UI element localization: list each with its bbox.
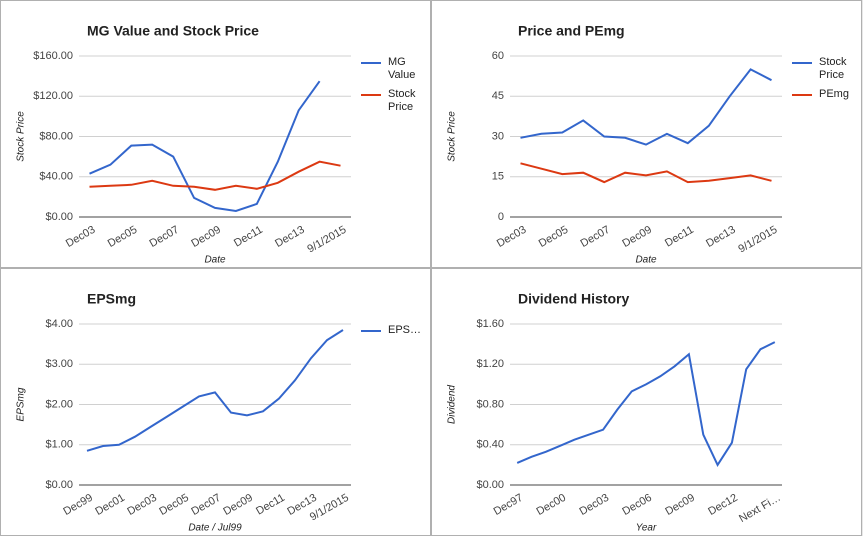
y-tick-label: $2.00	[45, 398, 73, 410]
x-tick-label: Dec03	[495, 224, 529, 250]
data-line	[89, 160, 341, 191]
x-tick-label: Dec09	[221, 492, 255, 518]
y-tick-label: 15	[492, 171, 504, 183]
x-tick-label: Dec99	[61, 492, 95, 518]
x-tick-label: Dec09	[189, 224, 223, 250]
x-tick-label: Dec06	[620, 492, 654, 518]
legend-label: Stock Price	[388, 88, 416, 113]
chart: EPSmg $0.00 $1.00 $2.00 $3.00 $4.00 Dec99Dec01…	[16, 291, 381, 534]
chart-title: MG Value and Stock Price	[87, 23, 259, 39]
x-tick-label: Dec12	[706, 492, 740, 518]
y-tick-label: $160.00	[33, 50, 73, 62]
y-axis-label: EPSmg	[16, 387, 27, 421]
legend-label: MG Value	[388, 56, 416, 81]
x-tick-label: Dec11	[254, 492, 287, 518]
x-tick-label: Dec05	[157, 492, 191, 518]
chart-panel: EPSmg $0.00 $1.00 $2.00 $3.00 $4.00 Dec99 Dec01…	[0, 268, 431, 536]
chart-panel: MG Value and Stock Price $0.00 $40.00 $80.0…	[0, 0, 431, 268]
y-tick-label: $1.60	[476, 318, 504, 330]
y-tick-label: $1.20	[476, 358, 504, 370]
x-tick-label: Dec97	[492, 492, 526, 518]
x-tick-label: Dec09	[620, 224, 654, 250]
y-tick-label: $1.00	[45, 439, 73, 451]
x-tick-label: Dec03	[64, 224, 98, 250]
x-tick-label: Dec13	[704, 224, 738, 250]
legend-label: PEmg	[819, 88, 849, 100]
chart-title: Dividend History	[518, 291, 629, 307]
y-tick-label: $80.00	[39, 130, 73, 142]
chart: Price and PEmg 0 15 30 45 60 Dec03 Dec05 Dec07 De…	[447, 23, 812, 266]
y-tick-label: $3.00	[45, 358, 73, 370]
y-tick-label: $0.40	[476, 439, 504, 451]
data-line	[516, 341, 776, 467]
y-tick-label: $0.00	[45, 479, 73, 491]
y-tick-label: $4.00	[45, 318, 73, 330]
x-tick-label: Dec13	[273, 224, 307, 250]
x-axis-label: Date	[635, 255, 657, 266]
y-tick-label: 60	[492, 50, 504, 62]
legend-label: Stock Price	[819, 56, 847, 81]
y-axis-label: Stock Price	[447, 111, 458, 162]
chart-panel: Price and PEmg 0 15 30 45 60 Dec03 Dec05 Dec07 De…	[431, 0, 862, 268]
x-tick-label: Dec01	[93, 492, 127, 518]
y-tick-label: 0	[498, 211, 504, 223]
y-tick-label: $0.00	[45, 211, 73, 223]
chart-title: EPSmg	[87, 291, 136, 307]
x-tick-label: Dec11	[663, 224, 696, 250]
x-tick-label: 9/1/2015	[736, 224, 779, 256]
data-line	[520, 68, 772, 146]
x-axis-label: Year	[636, 523, 657, 534]
x-tick-label: Dec03	[125, 492, 159, 518]
x-axis-label: Date / Jul99	[188, 523, 242, 534]
y-tick-label: $0.80	[476, 398, 504, 410]
data-line	[86, 329, 344, 452]
x-tick-label: Dec09	[663, 492, 697, 518]
x-tick-label: Dec11	[232, 224, 265, 250]
y-tick-label: 45	[492, 90, 504, 102]
x-tick-label: Dec00	[535, 492, 569, 518]
chart-title: Price and PEmg	[518, 23, 625, 39]
y-axis-label: Dividend	[447, 385, 458, 424]
x-tick-label: Dec05	[537, 224, 571, 250]
x-tick-label: Dec07	[579, 224, 613, 250]
y-tick-label: $0.00	[476, 479, 504, 491]
chart: MG Value and Stock Price $0.00 $40.00 $80.0…	[16, 23, 381, 266]
chart: Dividend History $0.00 $0.40 $0.80 $1.20 $1.6…	[447, 291, 783, 534]
x-tick-label: Dec07	[189, 492, 223, 518]
y-tick-label: 30	[492, 130, 504, 142]
chart-panel: Dividend History $0.00 $0.40 $0.80 $1.20 $1.6…	[431, 268, 862, 536]
y-tick-label: $40.00	[39, 171, 73, 183]
x-tick-label: Dec07	[148, 224, 182, 250]
y-axis-label: Stock Price	[16, 111, 27, 162]
x-tick-label: 9/1/2015	[305, 224, 348, 256]
data-line	[520, 162, 772, 184]
x-axis-label: Date	[204, 255, 226, 266]
x-tick-label: Dec05	[106, 224, 140, 250]
x-tick-label: Next Fi…	[737, 492, 783, 525]
x-tick-label: Dec03	[577, 492, 611, 518]
data-line	[89, 80, 321, 213]
y-tick-label: $120.00	[33, 90, 73, 102]
legend-label: EPS…	[388, 324, 422, 336]
